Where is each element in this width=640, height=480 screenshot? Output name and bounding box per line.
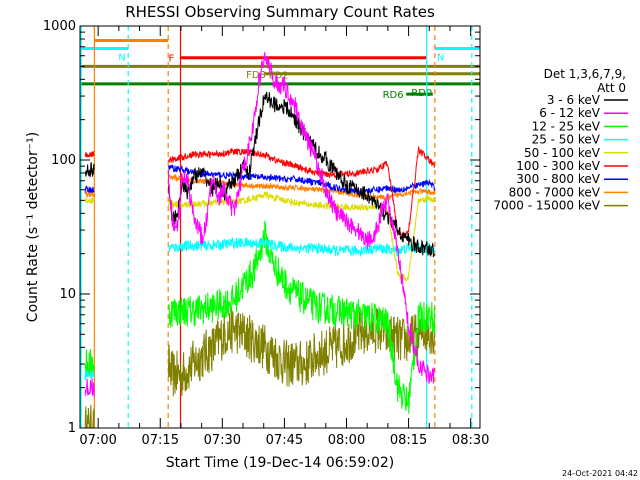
axes: 07:00 07:15 07:30 07:45 08:00 08:15 08:30 1 10 10… <box>43 19 489 448</box>
flag-label-rd6: RD6 <box>383 90 404 101</box>
legend-label-8: 7000 - 15000 keV <box>493 199 600 213</box>
flag-bars: NNFFD2FD3RD0RD6 <box>80 38 480 101</box>
y-axis-label: Count Rate (s⁻¹ detector⁻¹) <box>25 132 41 322</box>
x-tick-label-4: 08:00 <box>328 433 365 448</box>
vertical-markers <box>80 26 473 428</box>
x-tick-label-5: 08:15 <box>390 433 427 448</box>
x-axis-label: Start Time (19-Dec-14 06:59:02) <box>166 455 394 471</box>
plot-frame <box>79 25 481 429</box>
flag-label-n: N <box>437 52 444 63</box>
flag-label-n: N <box>118 52 125 63</box>
series-25-50-kev <box>84 236 436 380</box>
flag-label-fd3: FD3 <box>246 70 266 81</box>
x-tick-label-2: 07:30 <box>204 433 241 448</box>
series-50-100-kev <box>84 190 436 282</box>
footer-date: 24-Oct-2021 04:42 <box>562 469 638 478</box>
x-tick-label-0: 07:00 <box>79 433 116 448</box>
series-100-300-kev <box>84 145 436 239</box>
y-tick-label-3: 1000 <box>43 19 76 34</box>
x-tick-label-3: 07:45 <box>266 433 303 448</box>
legend-header-line-1: Det 1,3,6,7,9, <box>544 67 626 81</box>
legend-label-1: 6 - 12 keV <box>539 106 601 120</box>
legend-label-7: 800 - 7000 keV <box>509 185 601 199</box>
y-tick-label-0: 1 <box>68 421 76 436</box>
data-series <box>84 52 436 429</box>
legend-label-6: 300 - 800 keV <box>516 172 600 186</box>
y-tick-label-2: 100 <box>51 153 76 168</box>
legend-header-line-2: Att 0 <box>597 81 626 95</box>
y-tick-label-1: 10 <box>59 287 76 302</box>
legend-label-5: 100 - 300 keV <box>516 159 600 173</box>
series-3-6-kev <box>84 91 436 258</box>
series-6-12-kev <box>84 52 436 397</box>
legend-label-2: 12 - 25 keV <box>532 119 601 133</box>
x-tick-label-6: 08:30 <box>452 433 489 448</box>
legend-label-4: 50 - 100 keV <box>524 146 601 160</box>
flag-label-f: F <box>169 54 175 65</box>
legend-label-0: 3 - 6 keV <box>547 93 601 107</box>
legend-label-3: 25 - 50 keV <box>532 133 601 147</box>
chart-title: RHESSI Observing Summary Count Rates <box>125 3 435 21</box>
flag-label-fd2: FD2 <box>269 70 289 81</box>
series-300-800-kev <box>84 164 436 196</box>
x-tick-label-1: 07:15 <box>142 433 179 448</box>
